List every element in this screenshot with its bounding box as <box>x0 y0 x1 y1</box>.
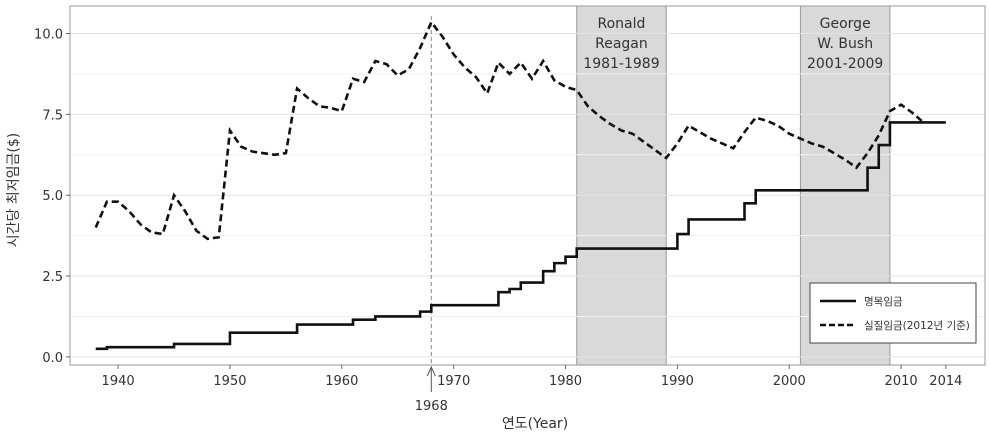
period-label-2-line-2: W. Bush <box>817 36 873 52</box>
period-label-2-line-3: 2001-2009 <box>807 56 883 72</box>
x-tick-label-9: 2014 <box>929 374 962 389</box>
x-tick-label-5: 1980 <box>549 374 582 389</box>
x-tick-label-1: 1940 <box>102 374 135 389</box>
period-label-1-line-1: Ronald <box>598 16 646 32</box>
y-tick-label-4: 7.5 <box>42 108 63 123</box>
x-axis-label: 연도(Year) <box>502 416 568 432</box>
x-tick-label-4: 1970 <box>437 374 470 389</box>
series-line-1 <box>95 121 946 351</box>
series <box>94 19 946 351</box>
y-tick-label-5: 10.0 <box>34 27 63 42</box>
x-tick-label-3: 1960 <box>325 374 358 389</box>
annotations: Ronald Reagan 1981-1989 George W. Bush 2001-2… <box>415 16 883 414</box>
legend-label-2: 실질임금(2012년 기준) <box>864 319 970 332</box>
x-tick-label-7: 2000 <box>773 374 806 389</box>
axes: 0.0 2.5 5.0 7.5 10.0 1940 1950 1960 1970 1980 1990… <box>34 27 962 389</box>
x-tick-label-8: 2010 <box>885 374 918 389</box>
marker-arrow-head <box>426 365 436 377</box>
plot-frame <box>69 5 986 366</box>
shaded-period-1 <box>576 5 667 366</box>
period-label-1-line-2: Reagan <box>595 36 648 52</box>
grid <box>70 32 985 358</box>
period-label-1-line-3: 1981-1989 <box>583 56 659 72</box>
x-tick-label-6: 1990 <box>661 374 694 389</box>
x-tick-label-2: 1950 <box>213 374 246 389</box>
period-label-2-line-1: George <box>820 16 871 32</box>
marker-label-1968: 1968 <box>415 399 448 414</box>
y-tick-label-2: 2.5 <box>42 270 63 285</box>
legend-label-1: 명목임금 <box>864 295 903 308</box>
y-axis-label: 시간당 최저임금($) <box>6 133 22 247</box>
y-tick-label-1: 0.0 <box>42 351 63 366</box>
legend-box <box>809 282 977 344</box>
series-line-2 <box>94 19 925 241</box>
y-tick-label-3: 5.0 <box>42 189 63 204</box>
